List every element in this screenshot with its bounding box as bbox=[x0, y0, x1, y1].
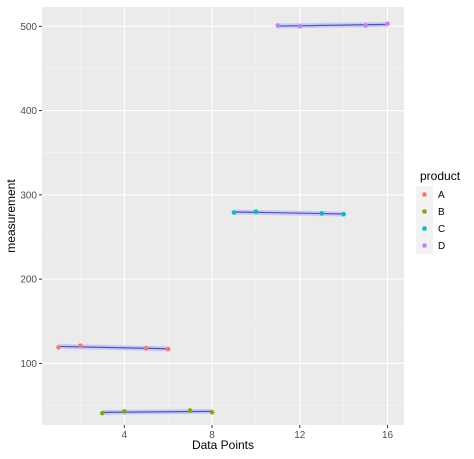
legend-label-C: C bbox=[438, 224, 445, 235]
y-tick-label: 100 bbox=[20, 359, 37, 370]
legend-marker-D bbox=[422, 243, 427, 248]
fit-lines bbox=[58, 21, 388, 415]
legend-marker-B bbox=[422, 209, 427, 214]
y-axis-title: measurement bbox=[4, 179, 18, 253]
data-point-A bbox=[165, 346, 171, 352]
y-tick-label: 400 bbox=[20, 106, 37, 117]
data-point-A bbox=[143, 345, 149, 351]
data-point-A bbox=[78, 343, 83, 348]
legend-marker-C bbox=[422, 226, 427, 231]
fit-line-B bbox=[102, 410, 213, 413]
legend-label-D: D bbox=[438, 241, 445, 252]
y-tick-label: 500 bbox=[20, 22, 37, 33]
data-point-C bbox=[319, 211, 325, 216]
data-point-B bbox=[100, 410, 105, 416]
y-tick-label: 200 bbox=[20, 275, 37, 286]
data-point-C bbox=[341, 211, 346, 217]
x-tick-label: 4 bbox=[121, 430, 127, 441]
data-point-B bbox=[209, 409, 215, 415]
data-point-D bbox=[385, 21, 390, 27]
legend-title: product bbox=[420, 169, 461, 183]
data-point-D bbox=[297, 23, 303, 29]
data-point-D bbox=[275, 23, 281, 28]
data-point-C bbox=[231, 210, 237, 215]
legend-marker-A bbox=[422, 192, 427, 197]
x-tick-label: 16 bbox=[382, 430, 394, 441]
plot-panel bbox=[42, 7, 404, 425]
grid bbox=[42, 7, 404, 425]
legend-label-A: A bbox=[438, 190, 445, 201]
fit-line-D bbox=[277, 23, 388, 27]
data-point-B bbox=[187, 408, 193, 413]
fit-line-A bbox=[58, 345, 169, 350]
data-points bbox=[56, 21, 390, 416]
data-point-C bbox=[253, 209, 259, 215]
data-point-B bbox=[121, 409, 127, 414]
x-axis-title: Data Points bbox=[192, 438, 254, 452]
x-tick-label: 12 bbox=[294, 430, 306, 441]
axes: 4 8 12 16 100 200 300 400 500 bbox=[20, 22, 393, 441]
data-point-D bbox=[363, 23, 368, 28]
fit-line-C bbox=[233, 211, 344, 215]
x-tick-label: 8 bbox=[209, 430, 215, 441]
legend-label-B: B bbox=[438, 207, 445, 218]
data-point-A bbox=[56, 345, 61, 350]
y-tick-label: 300 bbox=[20, 190, 37, 201]
